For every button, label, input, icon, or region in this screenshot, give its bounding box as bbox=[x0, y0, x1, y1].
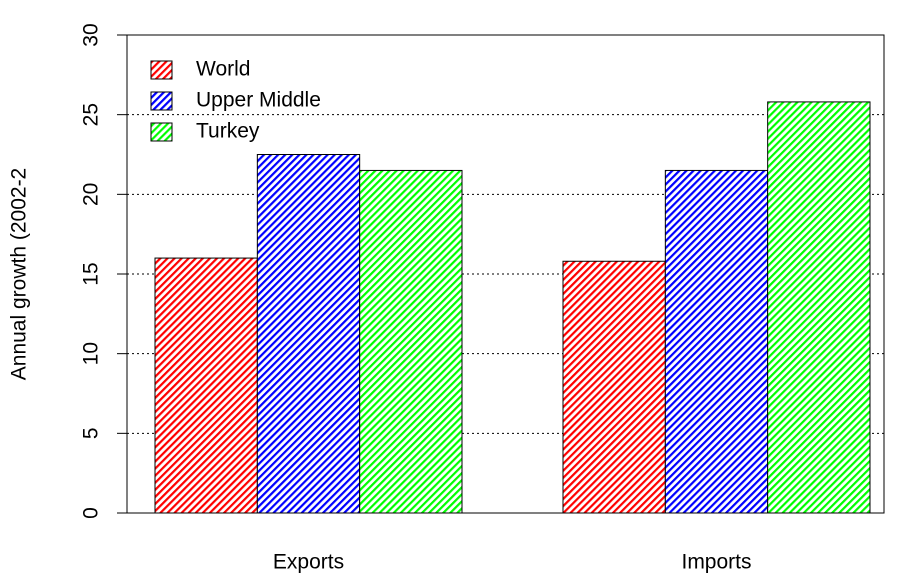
legend-label: Upper Middle bbox=[196, 89, 321, 112]
legend-label: Turkey bbox=[196, 120, 260, 143]
legend-swatch bbox=[150, 91, 173, 111]
bar bbox=[256, 154, 361, 514]
bar bbox=[664, 169, 769, 514]
plot-frame bbox=[126, 34, 885, 514]
bar bbox=[767, 101, 871, 514]
legend-swatch bbox=[150, 122, 173, 142]
legend-label: World bbox=[196, 58, 250, 81]
y-tick-label: 15 bbox=[80, 262, 103, 285]
y-tick-label: 25 bbox=[80, 103, 103, 126]
y-tick-label: 10 bbox=[80, 342, 103, 365]
y-tick-label: 5 bbox=[80, 427, 103, 439]
bar bbox=[154, 257, 258, 514]
y-tick-label: 0 bbox=[80, 507, 103, 519]
bar bbox=[359, 169, 463, 514]
bar bbox=[562, 260, 666, 514]
x-tick-label: Imports bbox=[681, 551, 751, 574]
y-axis-label: Annual growth (2002-2 bbox=[8, 168, 31, 380]
legend-swatch bbox=[150, 60, 173, 80]
x-tick-label: Exports bbox=[273, 551, 344, 574]
y-tick-label: 30 bbox=[80, 23, 103, 46]
y-tick-label: 20 bbox=[80, 183, 103, 206]
